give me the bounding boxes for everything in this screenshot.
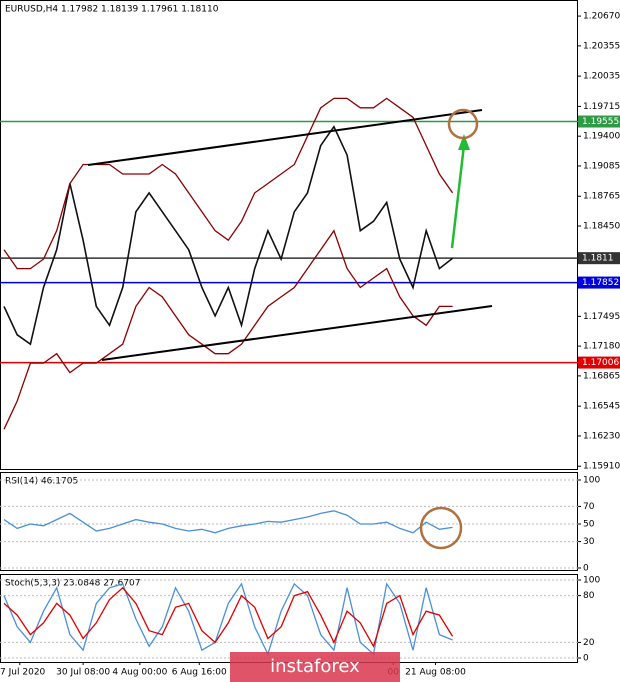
y-tick-label: 0 [583,563,589,573]
arrow-head [458,134,470,150]
y-tick-label: 20 [583,638,595,648]
x-tick-label: 21 Aug 08:00 [405,668,466,678]
series-line [3,229,453,430]
y-tick-label: 1.17180 [583,342,620,352]
level-label: 1.17852 [582,278,619,288]
y-tick-label: 1.19085 [583,161,620,171]
y-tick-label: 1.20355 [583,41,620,51]
main-panel [0,0,578,470]
y-tick-label: 1.16545 [583,402,620,412]
rsi-circle [419,506,463,550]
y-tick-label: 1.17495 [583,312,620,322]
level-tag [578,115,620,128]
panel-title: Stoch(5,3,3) 23.0848 27.6707 [5,579,140,589]
series-line [3,510,453,534]
y-tick-label: 0 [583,654,589,664]
y-tick-label: 1.18450 [583,222,620,232]
level-tag [578,252,620,265]
level-label: 1.17006 [582,358,619,368]
watermark: instaforex [270,656,360,677]
series-line [3,97,454,270]
y-tick-label: 1.18765 [583,192,620,202]
y-tick-label: 1.20670 [583,12,620,22]
series-line [3,582,453,656]
rsi-panel [0,472,578,571]
series-line [3,586,454,648]
channel-top [87,109,483,166]
x-tick-label: 30 Jul 08:00 [56,668,110,678]
y-tick-label: 100 [583,476,600,486]
panel-title: EURUSD,H4 1.17982 1.18139 1.17961 1.1811… [5,5,219,15]
x-tick-label: 6 Aug 16:00 [172,668,227,678]
y-tick-label: 1.16865 [583,371,620,381]
marks: EURUSD,H4 1.17982 1.18139 1.17961 1.1811… [0,5,620,678]
level-tag [578,356,620,369]
x-tick-label: 27 Jul 2020 [0,668,46,678]
level-tag [578,276,620,289]
series-line [3,125,454,346]
y-tick-label: 80 [583,591,595,601]
y-tick-label: 1.16230 [583,431,620,441]
x-tick-label: 4 Aug 00:00 [112,668,167,678]
y-tick-label: 50 [583,519,595,529]
target-circle [447,108,479,140]
panel-title: RSI(14) 46.1705 [5,477,78,487]
y-tick-label: 30 [583,537,595,547]
forecast-arrow [450,144,466,249]
channel-bottom [101,305,493,361]
y-tick-label: 70 [583,502,595,512]
level-label: 1.1811 [582,254,614,264]
y-tick-label: 1.19715 [583,102,620,112]
y-tick-label: 1.19400 [583,132,620,142]
watermark-box [230,652,400,682]
y-tick-label: 1.20035 [583,72,620,82]
y-tick-label: 100 [583,576,600,586]
level-label: 1.19555 [582,117,619,127]
y-tick-label: 1.15910 [583,462,620,472]
